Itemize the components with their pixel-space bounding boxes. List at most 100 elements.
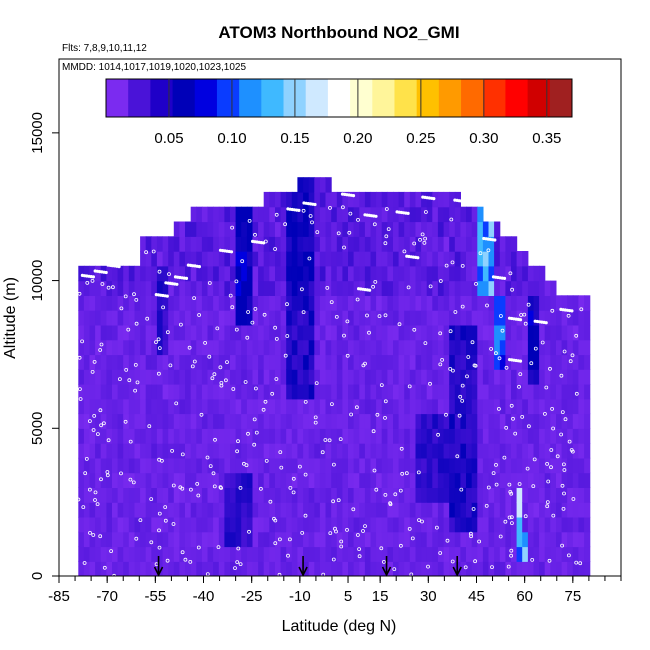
field-cell xyxy=(134,443,141,459)
field-cell xyxy=(218,295,225,311)
field-cell xyxy=(286,251,293,267)
field-cell xyxy=(89,339,96,356)
field-cell xyxy=(499,457,506,474)
field-cell xyxy=(319,280,327,296)
x-tick-label: 75 xyxy=(564,588,581,605)
field-cell xyxy=(123,265,130,282)
field-cell xyxy=(280,443,287,459)
field-cell xyxy=(173,265,180,282)
field-cell xyxy=(477,457,484,474)
observation-point xyxy=(264,458,269,463)
field-cell xyxy=(404,487,411,503)
field-cell xyxy=(516,280,523,296)
field-cell xyxy=(387,251,394,267)
observation-point xyxy=(301,310,306,315)
field-cell xyxy=(269,324,276,341)
field-cell xyxy=(280,531,287,548)
field-cell xyxy=(421,310,428,326)
field-cell xyxy=(348,487,355,503)
field-cell xyxy=(196,265,203,282)
field-cell xyxy=(168,443,175,459)
field-cell xyxy=(556,428,563,444)
field-cell xyxy=(95,280,102,296)
field-cell xyxy=(359,236,366,252)
field-cell xyxy=(106,354,113,370)
field-cell xyxy=(482,487,490,503)
field-cell xyxy=(201,310,209,326)
observation-point xyxy=(328,205,332,210)
observation-point xyxy=(147,424,152,429)
field-cell xyxy=(246,236,254,252)
field-cell xyxy=(336,236,343,252)
field-cell xyxy=(123,487,130,503)
field-cell xyxy=(241,339,248,356)
field-cell xyxy=(348,502,355,518)
field-cell xyxy=(100,339,107,356)
field-cell xyxy=(246,206,254,223)
field-cell xyxy=(454,354,461,370)
field-cell xyxy=(544,384,551,400)
observation-point xyxy=(423,341,428,346)
observation-point xyxy=(506,564,511,569)
field-cell xyxy=(376,265,383,282)
field-cell xyxy=(454,531,461,548)
field-cell xyxy=(398,206,405,223)
field-cell xyxy=(224,398,231,415)
field-cell xyxy=(426,443,433,459)
field-cell xyxy=(207,295,214,311)
field-cell xyxy=(359,191,366,208)
field-cell xyxy=(415,472,422,488)
field-cell xyxy=(151,236,158,252)
field-cell xyxy=(454,428,461,444)
observation-point xyxy=(562,468,567,472)
x-tick-label: -85 xyxy=(48,588,70,605)
field-cell xyxy=(567,339,574,356)
field-cell xyxy=(561,324,568,341)
field-cell xyxy=(190,221,197,237)
field-cell xyxy=(409,428,416,444)
field-cell xyxy=(207,354,214,370)
field-cell xyxy=(421,191,428,208)
observation-point xyxy=(460,263,465,268)
field-cell xyxy=(179,384,186,400)
field-cell xyxy=(342,531,349,548)
field-cell xyxy=(466,443,473,459)
field-cell xyxy=(230,369,237,385)
field-cell xyxy=(376,221,383,237)
field-cell xyxy=(241,354,248,370)
observation-point xyxy=(300,531,305,535)
field-cell xyxy=(437,324,445,341)
y-axis-label: Altitude (m) xyxy=(2,277,19,359)
field-cell xyxy=(578,295,585,311)
field-cell xyxy=(572,428,579,444)
field-cell xyxy=(297,502,304,518)
field-cell xyxy=(381,472,388,488)
field-cell xyxy=(218,206,225,223)
field-cell xyxy=(466,354,473,370)
field-cell xyxy=(100,487,107,503)
field-cell xyxy=(499,236,506,252)
field-cell xyxy=(387,516,394,533)
field-cell xyxy=(494,295,501,311)
field-cell xyxy=(482,413,490,429)
field-cell xyxy=(112,265,119,282)
model-field xyxy=(76,177,591,576)
field-cell xyxy=(348,398,355,415)
field-cell xyxy=(196,236,203,252)
field-cell xyxy=(185,280,192,296)
observation-point xyxy=(453,310,458,314)
field-cell xyxy=(286,324,293,341)
field-cell xyxy=(393,295,400,311)
field-cell xyxy=(134,384,141,400)
field-cell xyxy=(190,295,197,311)
field-cell xyxy=(190,428,197,444)
observation-point xyxy=(438,279,443,283)
observation-point xyxy=(188,487,193,492)
field-cell xyxy=(83,384,91,400)
field-cell xyxy=(213,265,220,282)
field-cell xyxy=(230,398,237,415)
field-cell xyxy=(297,472,304,488)
field-cell xyxy=(409,413,416,429)
field-cell xyxy=(556,502,563,518)
field-cell xyxy=(398,295,405,311)
